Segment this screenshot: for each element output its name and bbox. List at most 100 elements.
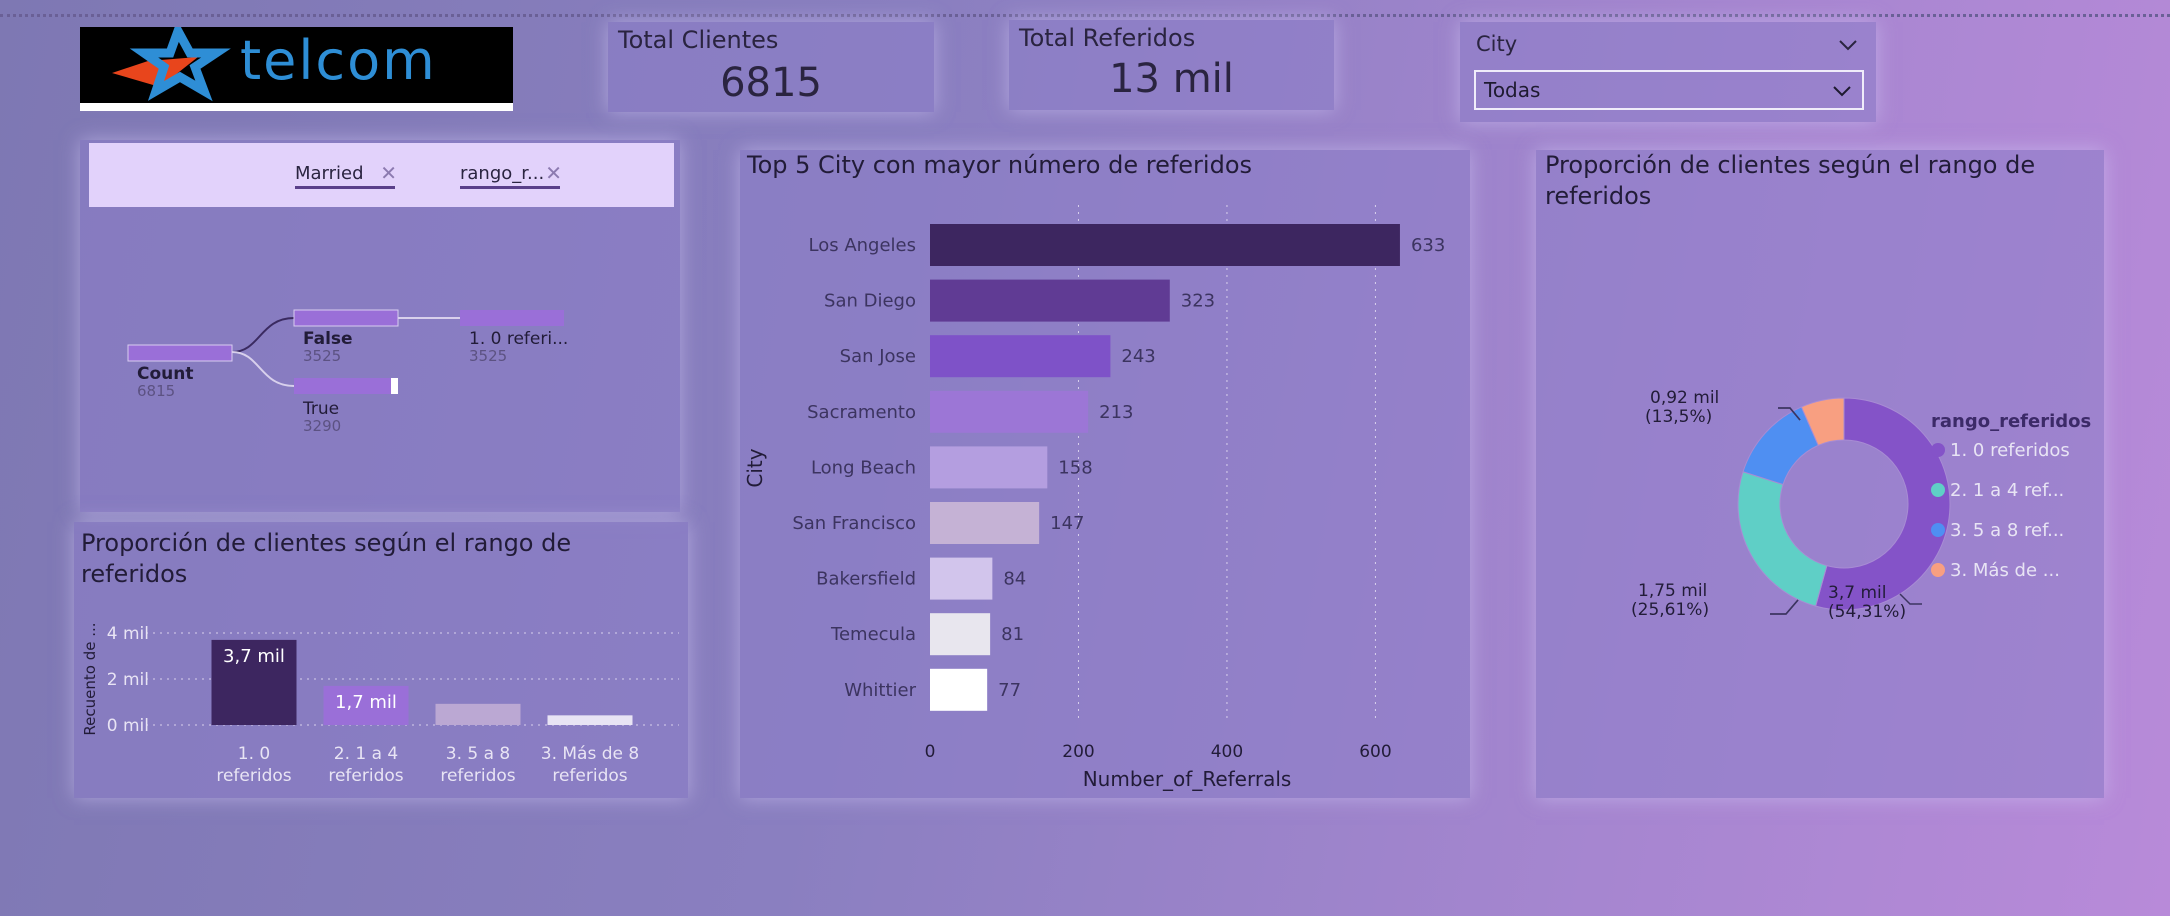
data-label: 3,7 mil	[223, 646, 285, 667]
kpi-value: 6815	[720, 60, 822, 106]
data-label: 77	[998, 680, 1021, 701]
decomp-node-label: 1. 0 referi...	[469, 329, 568, 349]
data-label: 213	[1099, 402, 1133, 423]
kpi-label: Total Clientes	[618, 26, 779, 54]
legend-marker	[1931, 443, 1945, 457]
y-tick-label: San Diego	[824, 291, 916, 312]
data-label: 81	[1001, 624, 1024, 645]
legend-label: 3. 5 a 8 ref...	[1950, 520, 2064, 541]
donut-data-label: (25,61%)	[1631, 600, 1709, 620]
x-tick-label: referidos	[440, 766, 515, 786]
donut-data-label: 3,7 mil	[1828, 583, 1886, 603]
chevron-down-icon	[1833, 86, 1851, 97]
decomp-node-value: 3525	[303, 347, 341, 365]
y-tick-label: 0 mil	[107, 716, 149, 736]
decomp-node-bar-remainder	[391, 378, 398, 394]
donut-slice	[1800, 397, 1845, 447]
chip-label: rango_r...	[460, 163, 545, 184]
bar	[930, 668, 988, 711]
y-tick-label: Los Angeles	[809, 235, 917, 256]
legend-label: 3. Más de ...	[1950, 560, 2060, 581]
x-tick-label: 0	[925, 742, 936, 762]
decomp-node-label: False	[303, 329, 353, 349]
y-tick-label: San Francisco	[792, 513, 916, 534]
bar	[930, 335, 1111, 378]
y-axis-label: Recuento de ...	[81, 622, 99, 735]
column-bar	[323, 685, 409, 725]
y-tick-label: Sacramento	[807, 402, 916, 423]
decomp-node-bar[interactable]	[460, 310, 564, 326]
close-icon[interactable]: ✕	[545, 161, 562, 185]
data-label: 243	[1121, 346, 1155, 367]
column-bar	[435, 703, 521, 725]
leader-line	[1770, 599, 1799, 615]
bar	[930, 557, 993, 600]
x-tick-label: 400	[1211, 742, 1243, 762]
bar	[930, 390, 1089, 433]
x-tick-label: 200	[1062, 742, 1094, 762]
y-tick-label: Temecula	[830, 624, 916, 645]
y-tick-label: Whittier	[844, 680, 916, 701]
logo-text: telcom	[240, 29, 437, 92]
donut-data-label: (54,31%)	[1828, 602, 1906, 622]
x-tick-label: referidos	[328, 766, 403, 786]
data-label: 633	[1411, 235, 1445, 256]
donut-data-label: (13,5%)	[1645, 407, 1712, 427]
bar	[930, 446, 1048, 489]
x-tick-label: 2. 1 a 4	[334, 744, 398, 764]
column-bar	[211, 639, 297, 725]
donut-data-label: 1,75 mil	[1638, 581, 1707, 601]
decomp-node-value: 6815	[137, 382, 175, 400]
x-tick-label: 1. 0	[238, 744, 270, 764]
kpi-total-clientes: Total Clientes 6815	[608, 22, 934, 112]
donut-chart-title: Proporción de clientes según el rango de…	[1545, 151, 2036, 210]
x-tick-label: referidos	[216, 766, 291, 786]
bar-chart-title: Top 5 City con mayor número de referidos	[747, 151, 1253, 179]
decomp-node-bar[interactable]	[127, 344, 233, 362]
slicer-label: City	[1476, 32, 1518, 56]
decomp-node-label: True	[302, 399, 339, 419]
data-label: 147	[1050, 513, 1084, 534]
bar	[930, 224, 1400, 266]
y-tick-label: Long Beach	[811, 457, 916, 478]
data-label: 158	[1058, 457, 1092, 478]
data-label: 323	[1181, 291, 1215, 312]
legend-label: 1. 0 referidos	[1950, 440, 2070, 461]
legend-label: 2. 1 a 4 ref...	[1950, 480, 2064, 501]
data-label: 84	[1003, 569, 1026, 590]
filter-chip-married[interactable]: Married ✕	[295, 161, 397, 189]
decomp-node-bar[interactable]	[293, 309, 399, 327]
city-dropdown[interactable]: Todas	[1474, 70, 1864, 110]
bar	[930, 502, 1040, 544]
legend-marker	[1931, 523, 1945, 537]
y-tick-label: 4 mil	[107, 624, 149, 644]
leader-line	[1899, 593, 1922, 605]
filter-chip-rango[interactable]: rango_r... ✕	[460, 161, 562, 189]
y-tick-label: 2 mil	[107, 670, 149, 690]
donut-chart: 1,75 mil(25,61%) 0,92 mil(13,5%) 3,7 mil(5…	[1631, 388, 2091, 622]
x-tick-label: referidos	[552, 766, 627, 786]
column-chart-panel	[74, 522, 688, 798]
chevron-down-icon[interactable]	[1838, 38, 1858, 52]
leader-line	[1778, 407, 1801, 421]
top-dotted-divider	[0, 14, 2170, 17]
decomposition-tree: Count 6815 False 3525 True 3290 1. 0 ref…	[127, 309, 568, 435]
legend-marker	[1931, 483, 1945, 497]
decomp-node-bar[interactable]	[294, 378, 394, 394]
bar-chart: 0 200 400 600 Los Angeles 633 San Diego 323 San …	[743, 205, 1445, 791]
kpi-label: Total Referidos	[1019, 24, 1196, 52]
x-tick-label: 600	[1359, 742, 1391, 762]
column-chart-title: Proporción de clientes según el rango de…	[81, 529, 572, 588]
close-icon[interactable]: ✕	[380, 161, 397, 185]
donut-chart-panel	[1536, 150, 2104, 798]
data-label: 1,7 mil	[335, 692, 397, 713]
donut-data-label: 0,92 mil	[1650, 388, 1719, 408]
decomp-node-value: 3525	[469, 347, 507, 365]
y-tick-label: San Jose	[840, 346, 916, 367]
column-chart: 0 mil 2 mil 4 mil Recuento de ... 3,7 mil 1. …	[81, 622, 679, 786]
legend-title: rango_referidos	[1931, 411, 2091, 432]
filter-chip-bar: Married ✕ rango_r... ✕	[89, 143, 674, 207]
bar	[930, 613, 991, 656]
telcom-logo: telcom	[80, 27, 513, 111]
donut-slice	[1737, 471, 1828, 607]
